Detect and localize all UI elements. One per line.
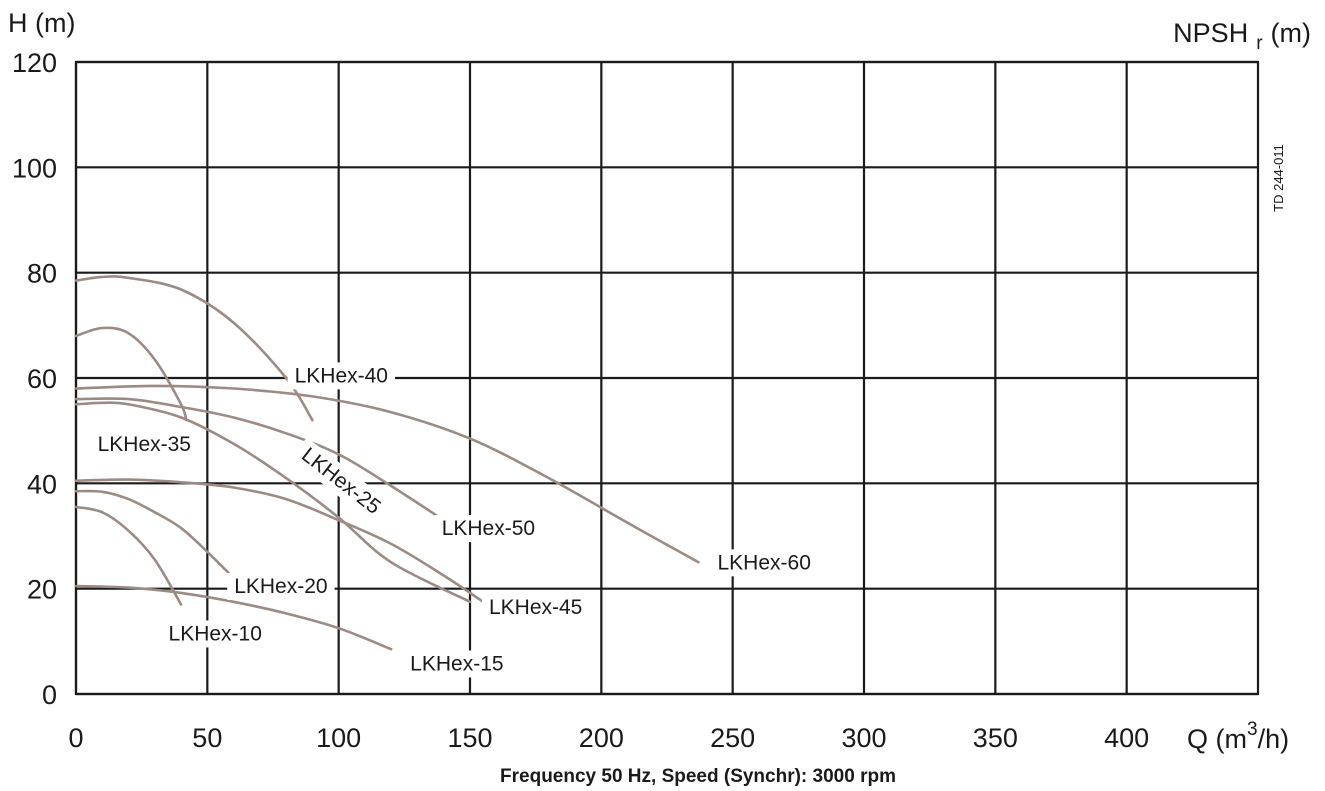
y-tick-label-100: 100 bbox=[12, 153, 57, 183]
curve-label-lkhex-50: LKHex-50 bbox=[442, 517, 535, 540]
curve-lkhex-60 bbox=[74, 384, 700, 564]
y-tick-label-40: 40 bbox=[27, 469, 57, 499]
x-tick-label-200: 200 bbox=[579, 723, 624, 753]
label-background bbox=[227, 573, 335, 601]
curve-lkhex-10 bbox=[74, 505, 183, 606]
chart-footer: Frequency 50 Hz, Speed (Synchr): 3000 rp… bbox=[500, 766, 896, 787]
y-axis-title-left: H (m) bbox=[8, 8, 75, 38]
curve-label-lkhex-60: LKHex-60 bbox=[717, 551, 810, 574]
grid bbox=[74, 60, 1260, 696]
curve-lkhex-20 bbox=[74, 489, 235, 580]
y-tick-label-0: 0 bbox=[42, 680, 57, 710]
axis-ticks: 0 20 40 60 80 100 120 0 50 100 150 200 250 300 350 400 bbox=[12, 48, 1149, 753]
curve-label-lkhex-40: LKHex-40 bbox=[295, 364, 388, 387]
label-background bbox=[403, 650, 511, 678]
x-axis-title: Q (m3/h) bbox=[1187, 719, 1289, 754]
label-background bbox=[481, 594, 590, 622]
curve-lkhex-40 bbox=[74, 275, 314, 422]
label-background bbox=[434, 515, 543, 543]
curve-lkhex-15 bbox=[74, 584, 393, 651]
y-tick-label-60: 60 bbox=[27, 364, 57, 394]
x-tick-label-0: 0 bbox=[68, 723, 83, 753]
label-background bbox=[290, 437, 392, 525]
x-tick-label-100: 100 bbox=[316, 723, 361, 753]
curve-label-lkhex-15: LKHex-15 bbox=[410, 652, 503, 675]
x-tick-label-300: 300 bbox=[841, 723, 886, 753]
label-background bbox=[90, 430, 198, 458]
x-tick-label-400: 400 bbox=[1104, 723, 1149, 753]
x-tick-label-50: 50 bbox=[192, 723, 222, 753]
plot-frame bbox=[74, 60, 1260, 696]
label-background bbox=[287, 362, 395, 390]
curve-lkhex-25 bbox=[74, 401, 472, 604]
curve-label-lkhex-20: LKHex-20 bbox=[234, 575, 327, 598]
curve-label-lkhex-10: LKHex-10 bbox=[169, 622, 262, 645]
y-tick-label-120: 120 bbox=[12, 48, 57, 78]
y-tick-label-80: 80 bbox=[27, 259, 57, 289]
x-tick-label-250: 250 bbox=[710, 723, 755, 753]
x-tick-label-350: 350 bbox=[973, 723, 1018, 753]
curve-lkhex-50 bbox=[74, 397, 445, 522]
drawing-reference: TD 244-011 bbox=[1271, 144, 1286, 212]
x-tick-label-150: 150 bbox=[447, 723, 492, 753]
label-background bbox=[161, 620, 269, 648]
y-axis-title-right: NPSH r (m) bbox=[1173, 18, 1311, 54]
curve-lkhex-45 bbox=[74, 478, 485, 604]
y-tick-label-20: 20 bbox=[27, 575, 57, 605]
curve-label-lkhex-45: LKHex-45 bbox=[489, 596, 582, 619]
label-background bbox=[710, 549, 818, 577]
curve-label-lkhex-35: LKHex-35 bbox=[98, 433, 191, 456]
curves bbox=[74, 275, 700, 651]
